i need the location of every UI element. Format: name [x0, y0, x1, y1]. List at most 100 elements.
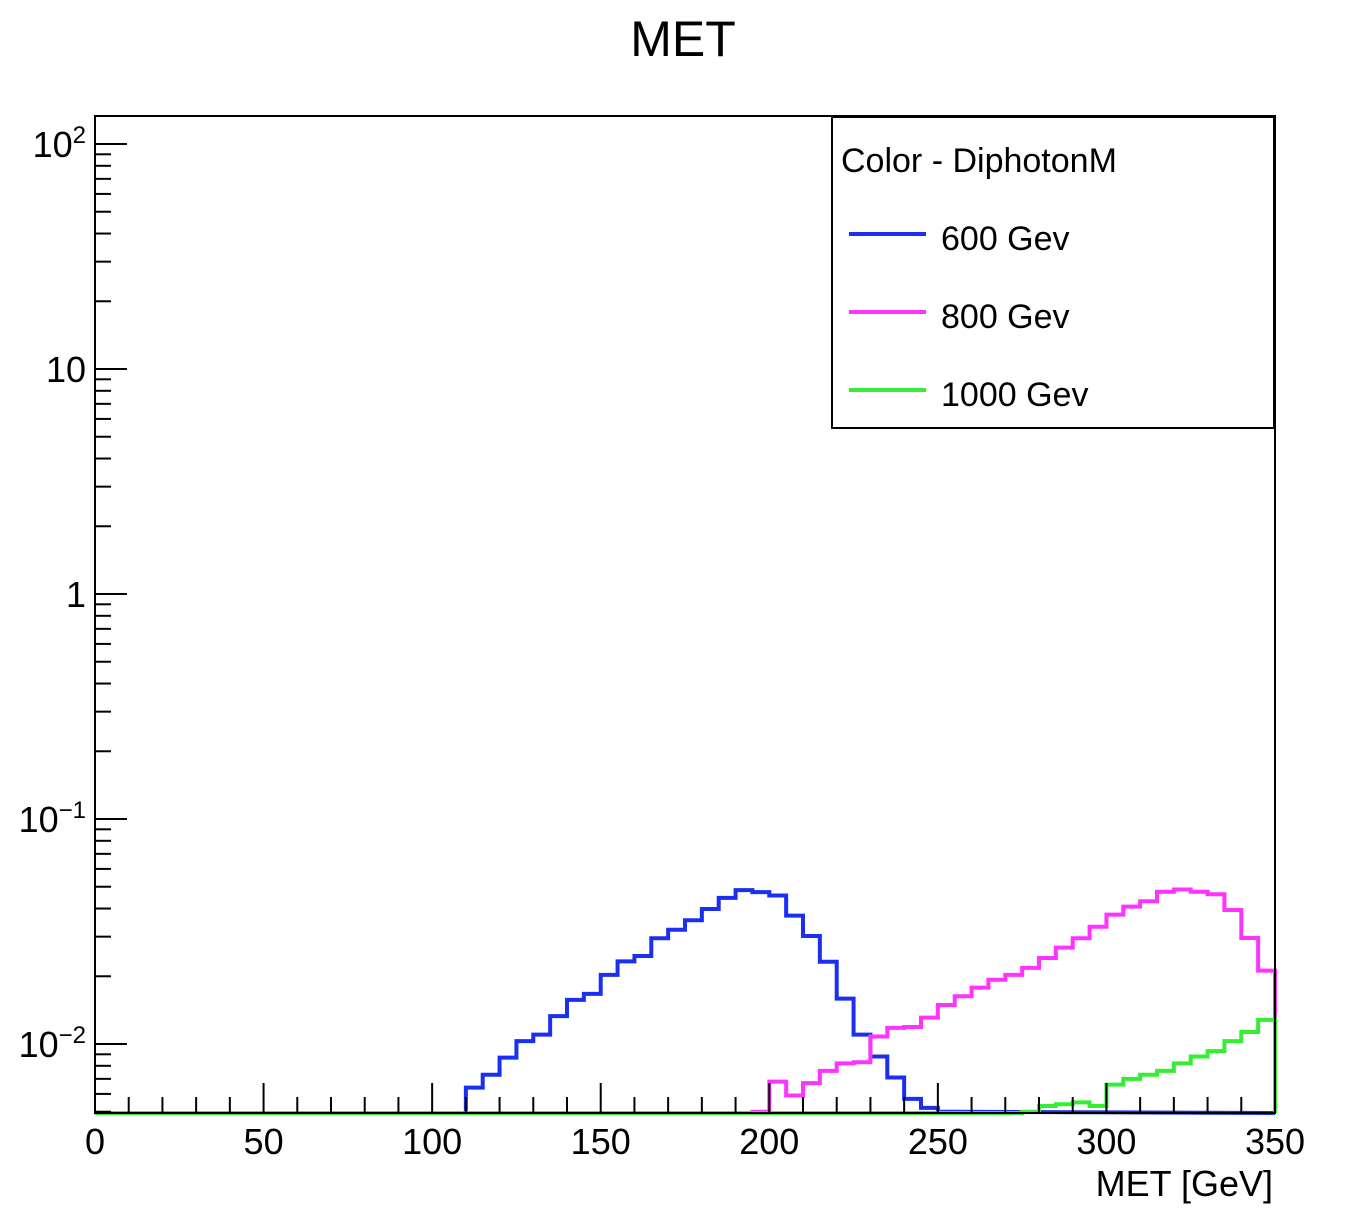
histogram-bin	[938, 1003, 955, 1007]
histogram-bin	[651, 936, 668, 940]
legend-entries: 600 Gev 800 Gev 1000 Gev	[849, 220, 1088, 414]
histogram-bin	[719, 896, 736, 900]
histogram-bin	[1056, 946, 1073, 950]
histogram-bin	[1140, 1073, 1157, 1077]
x-tick-label: 50	[244, 1121, 284, 1162]
histogram-bin	[887, 1026, 904, 1030]
y-tick-label: 10−2	[19, 1022, 86, 1065]
histogram-bin	[921, 1016, 938, 1020]
series-1000-gev	[95, 1017, 1277, 1115]
histogram-bin	[972, 986, 989, 990]
legend-box	[831, 116, 1275, 429]
histogram-bin	[1208, 892, 1225, 896]
histogram-bin	[904, 1025, 921, 1029]
chart-title: MET	[630, 11, 736, 67]
legend-entry: 1000 Gev	[849, 376, 1088, 414]
histogram-line	[95, 1017, 1277, 1115]
histogram-bin	[1241, 1030, 1258, 1034]
histogram-bin	[618, 959, 635, 963]
histogram-bin	[1073, 1100, 1090, 1104]
histogram-bin	[1056, 1102, 1073, 1106]
x-axis-label: MET [GeV]	[1096, 1163, 1273, 1204]
histogram-bin	[1123, 1077, 1140, 1081]
histogram-bin	[1022, 966, 1039, 970]
histogram-bin	[769, 1080, 786, 1084]
histogram-bin	[1191, 890, 1208, 894]
histogram-bin	[786, 914, 803, 918]
histogram-bin	[1191, 1054, 1208, 1058]
legend-label: 800 Gev	[941, 298, 1070, 336]
histogram-bin	[854, 1033, 871, 1037]
histogram-bin	[1090, 1104, 1107, 1108]
y-axis: 10−2 10−1 1 10 102	[19, 122, 127, 1113]
histogram-bin	[584, 992, 601, 996]
series-600-gev	[95, 888, 1276, 1115]
legend-title: Color - DiphotonM	[841, 142, 1117, 180]
x-tick-label: 200	[739, 1121, 799, 1162]
histogram-bin	[1073, 936, 1090, 940]
histogram-bin	[837, 1061, 854, 1065]
histogram-bin	[1157, 1069, 1174, 1073]
histogram-bin	[820, 960, 837, 964]
histogram-bin	[1208, 1049, 1225, 1053]
series-layer	[95, 887, 1277, 1115]
histogram-bin	[550, 1014, 567, 1018]
histogram-bin	[483, 1073, 500, 1077]
y-tick-label: 102	[33, 122, 86, 165]
histogram-bin	[1106, 1083, 1123, 1087]
histogram-bin	[837, 997, 854, 1001]
histogram-bin	[1174, 1061, 1191, 1065]
histogram-bin	[752, 890, 769, 894]
histogram-bin	[634, 954, 651, 958]
histogram-line	[95, 888, 1276, 1115]
x-tick-label: 0	[85, 1121, 105, 1162]
histogram-line	[95, 887, 1277, 1115]
histogram-bin	[1224, 1039, 1241, 1043]
x-tick-label: 150	[571, 1121, 631, 1162]
histogram-bin	[1174, 888, 1191, 892]
x-tick-label: 250	[908, 1121, 968, 1162]
histogram-bin	[820, 1069, 837, 1073]
x-tick-label: 100	[402, 1121, 462, 1162]
histogram-bin	[685, 918, 702, 922]
histogram-bin	[601, 973, 618, 977]
histogram-bin	[1224, 908, 1241, 912]
histogram-bin	[803, 934, 820, 938]
histogram-bin	[1140, 899, 1157, 903]
y-tick-label: 10−1	[19, 797, 86, 840]
legend-label: 600 Gev	[941, 220, 1070, 258]
histogram-bin	[904, 1097, 921, 1101]
histogram-bin	[988, 978, 1005, 982]
plot-frame	[94, 115, 1276, 1114]
histogram-bin	[1258, 1018, 1275, 1022]
histogram-bin	[466, 1086, 483, 1090]
histogram-bin	[786, 1094, 803, 1098]
histogram-bin	[870, 1034, 887, 1038]
x-tick-label: 300	[1076, 1121, 1136, 1162]
histogram-bin	[500, 1056, 517, 1060]
y-tick-label: 10	[46, 349, 86, 390]
histogram-bin	[1090, 925, 1107, 929]
histogram-bin	[533, 1033, 550, 1037]
x-axis: 0 50 100 150 200 250 300 350	[85, 1083, 1305, 1162]
histogram-bin	[921, 1106, 938, 1110]
histogram-bin	[668, 928, 685, 932]
legend: Color - DiphotonM 600 Gev 800 Gev 1000 Gev	[831, 116, 1275, 429]
histogram-bin	[516, 1039, 533, 1043]
legend-label: 1000 Gev	[941, 376, 1088, 414]
legend-entry: 600 Gev	[849, 220, 1070, 258]
histogram-bin	[854, 1060, 871, 1064]
x-tick-label: 350	[1245, 1121, 1305, 1162]
legend-entry: 800 Gev	[849, 298, 1070, 336]
histogram-bin	[870, 1054, 887, 1058]
histogram-bin	[702, 907, 719, 911]
histogram-bin	[1039, 1104, 1056, 1108]
histogram-bin	[1005, 973, 1022, 977]
histogram-bin	[1039, 956, 1056, 960]
histogram-bin	[1157, 890, 1174, 894]
y-tick-label: 1	[66, 574, 86, 615]
histogram-bin	[955, 994, 972, 998]
histogram-bin	[1123, 905, 1140, 909]
histogram-bin	[803, 1081, 820, 1085]
